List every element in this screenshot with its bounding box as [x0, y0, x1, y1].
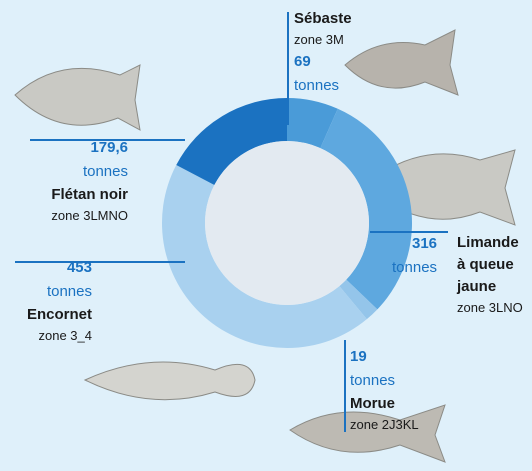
donut-segment	[161, 165, 367, 349]
zone-label: zone 3LNO	[457, 300, 523, 315]
zone-label: zone 3M	[294, 32, 344, 47]
unit-label: tonnes	[46, 283, 92, 300]
segment-label: 453 tonnes Encornet zone 3_4	[27, 256, 92, 346]
value-label: 316	[412, 235, 438, 252]
fish-flatfish-left	[14, 64, 141, 131]
unit-label: tonnes	[350, 372, 396, 389]
value-label: 179,6	[90, 139, 128, 156]
unit-label: tonnes	[294, 77, 340, 94]
segment-label: 19 tonnes Morue zone 2J3KL	[350, 345, 419, 435]
value-label: 69	[294, 53, 311, 70]
donut-segment	[176, 98, 287, 185]
fish-cod	[289, 404, 446, 463]
zone-label: zone 3LMNO	[51, 208, 128, 223]
donut-segment	[339, 279, 378, 320]
unit-label: tonnes	[392, 259, 438, 276]
donut-segment	[287, 98, 338, 149]
segment-label: Sébaste zone 3M 69 tonnes	[294, 8, 352, 98]
fish-rockfish	[344, 29, 459, 96]
category-label: Encornet	[26, 306, 92, 323]
donut-hole	[205, 141, 369, 305]
zone-label: zone 3_4	[38, 328, 93, 343]
zone-label: zone 2J3KL	[350, 417, 419, 432]
donut-segment	[320, 108, 412, 310]
fish-squid	[83, 361, 256, 401]
category-label: Flétan noir	[51, 186, 128, 203]
unit-label: tonnes	[82, 163, 128, 180]
value-label: 453	[66, 259, 92, 276]
category-label: Sébaste	[294, 10, 352, 27]
value-label: 19	[350, 348, 367, 365]
category-label: Morue	[350, 395, 395, 412]
category-label: Limande à queue jaune	[457, 234, 519, 295]
segment-label: 179,6 tonnes Flétan noir zone 3LMNO	[51, 136, 128, 226]
